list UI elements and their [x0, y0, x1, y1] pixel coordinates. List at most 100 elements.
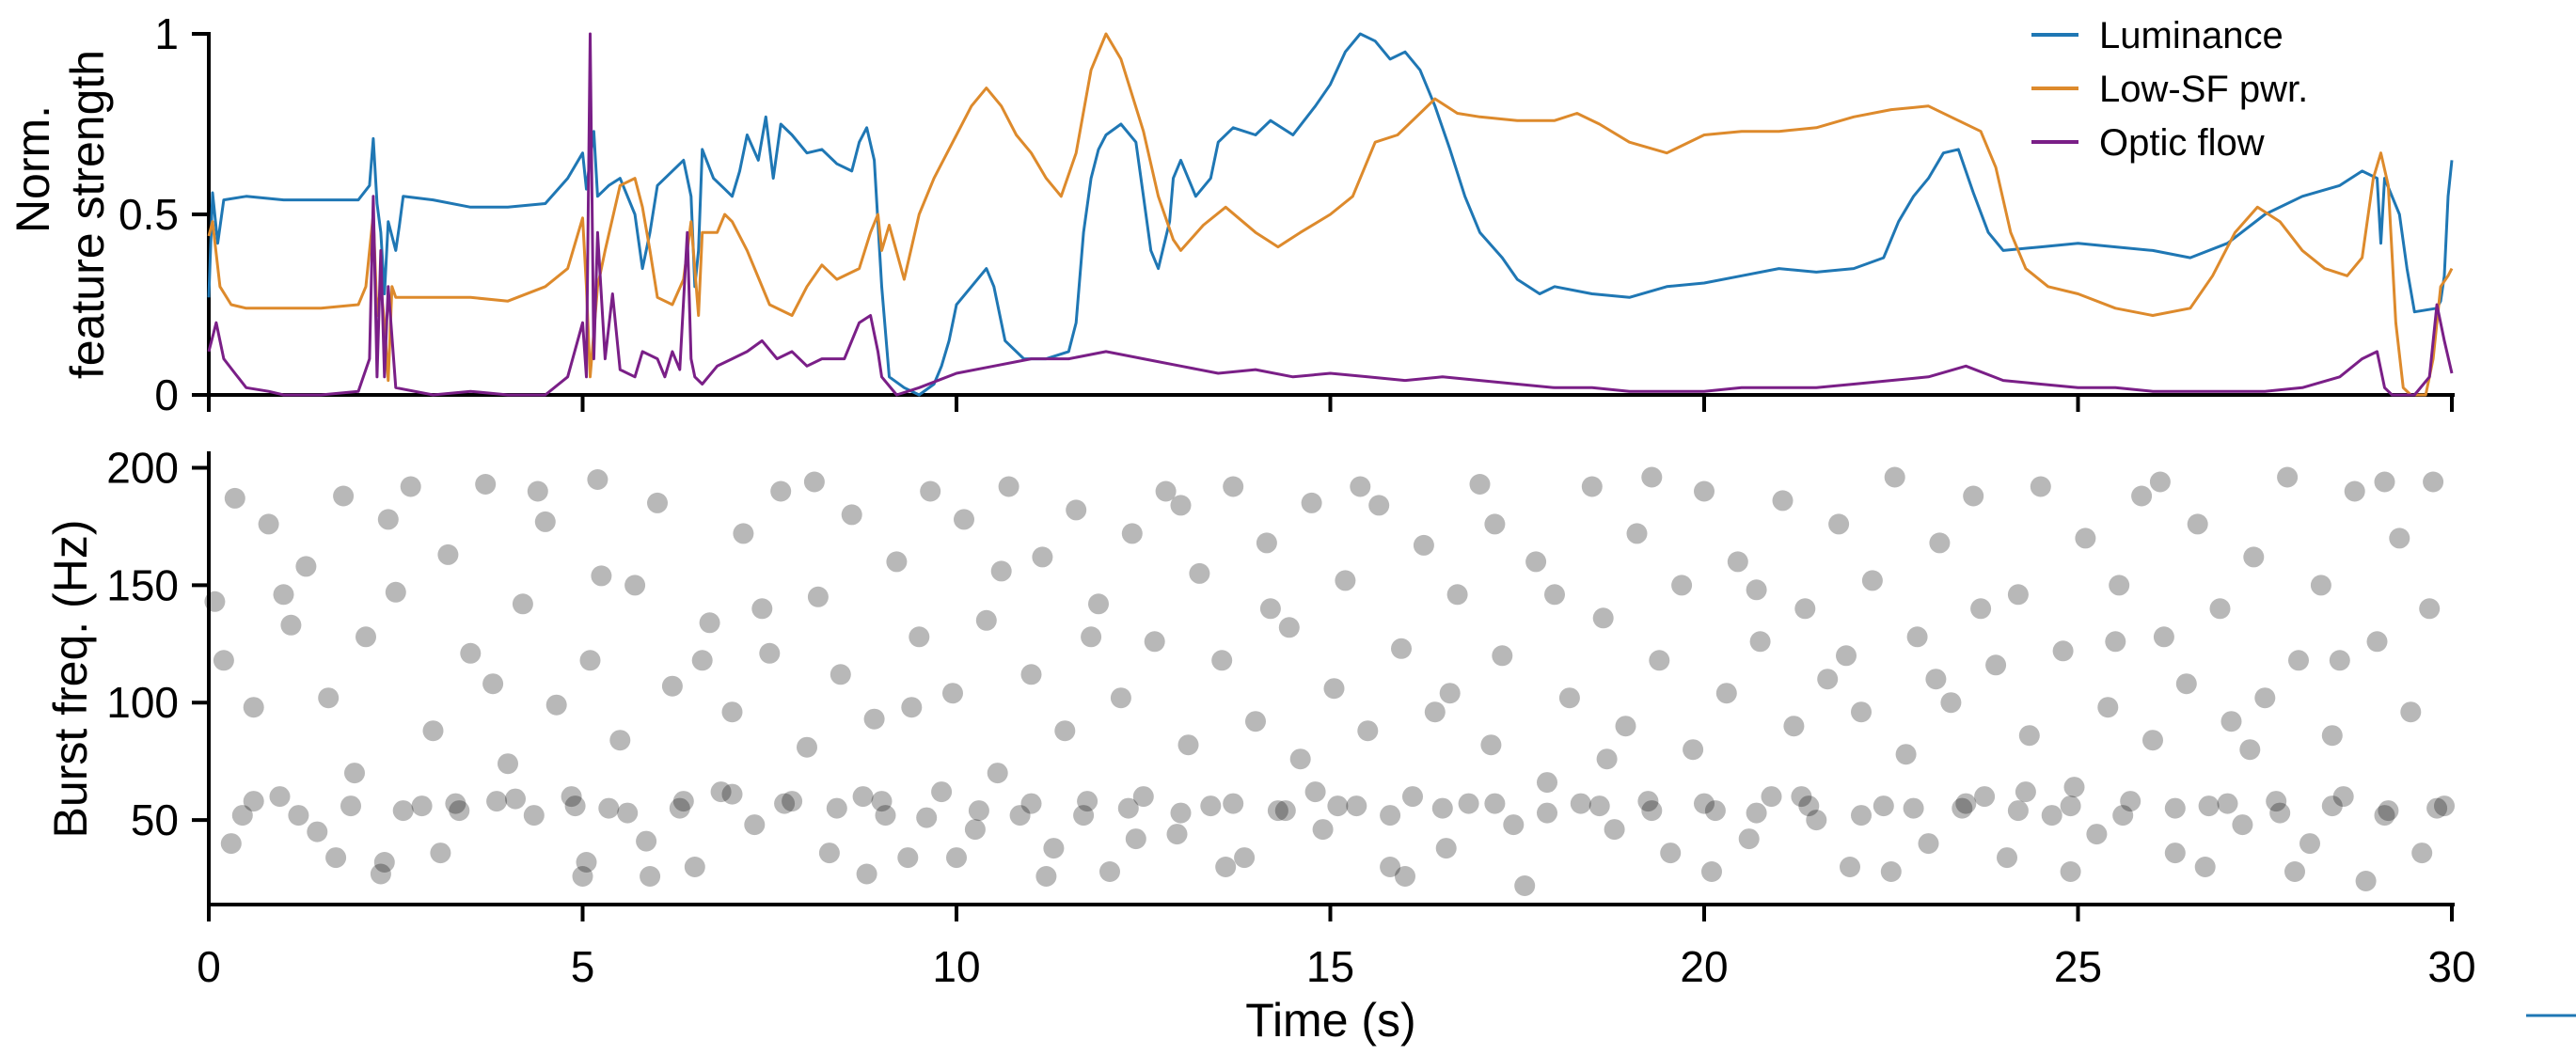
scatter-point	[377, 509, 399, 530]
scatter-point	[886, 551, 908, 573]
scatter-point	[946, 847, 967, 869]
scatter-point	[482, 673, 504, 695]
scatter-point	[1985, 654, 2007, 676]
scatter-point	[1641, 800, 1663, 822]
scatter-point	[661, 675, 683, 697]
scatter-point	[2086, 824, 2108, 845]
scatter-point	[1391, 638, 1412, 659]
scatter-point	[2063, 777, 2085, 798]
scatter-point	[1215, 857, 1237, 877]
scatter-point	[1035, 866, 1057, 887]
scatter-point	[1323, 678, 1345, 700]
bottom-y-tick-label: 50	[131, 795, 179, 844]
scatter-point	[2344, 480, 2365, 502]
scatter-point	[318, 687, 340, 709]
scatter-point	[1110, 687, 1131, 709]
scatter-point	[1073, 805, 1095, 827]
scatter-point	[1170, 495, 1192, 516]
scatter-point	[1304, 781, 1326, 803]
scatter-point	[672, 791, 694, 812]
scatter-point	[1828, 513, 1850, 535]
scatter-point	[325, 847, 347, 869]
bottom-y-tick-label: 150	[106, 560, 179, 609]
scatter-point	[2007, 584, 2029, 606]
scatter-point	[1715, 683, 1737, 704]
scatter-point	[2266, 791, 2287, 812]
scatter-point	[340, 795, 361, 817]
scatter-point	[1873, 795, 1894, 817]
scatter-point	[307, 821, 328, 842]
scatter-point	[2284, 861, 2305, 882]
scatter-point	[505, 788, 526, 810]
scatter-point	[1043, 838, 1065, 859]
scatter-points	[204, 466, 2455, 896]
scatter-point	[1117, 797, 1139, 819]
top-y-tick-label: 0	[154, 370, 179, 419]
bottom-y-tick-label: 100	[106, 678, 179, 727]
scatter-point	[280, 614, 302, 636]
scatter-point	[1223, 476, 1244, 497]
scatter-point	[1701, 861, 1722, 882]
scatter-point	[1596, 748, 1618, 770]
scatter-point	[1626, 523, 1648, 544]
scatter-point	[1503, 814, 1525, 836]
scatter-point	[2194, 857, 2216, 877]
scatter-point	[1704, 800, 1726, 822]
scatter-point	[1380, 805, 1401, 827]
scatter-point	[818, 842, 840, 864]
scatter-point	[333, 485, 355, 507]
scatter-point	[640, 866, 661, 887]
scatter-point	[1694, 793, 1715, 814]
scatter-point	[990, 560, 1012, 582]
scatter-point	[1077, 791, 1098, 812]
scatter-point	[1121, 523, 1143, 544]
scatter-point	[901, 697, 923, 718]
scatter-point	[2232, 814, 2253, 836]
scatter-point	[1245, 711, 1266, 732]
scatter-point	[2299, 833, 2320, 855]
scatter-point	[430, 842, 451, 864]
scatter-point	[1274, 800, 1296, 822]
scatter-point	[2355, 871, 2377, 891]
scatter-point	[2254, 687, 2276, 709]
top-panel: 00.51 Norm. feature strength	[7, 9, 2455, 419]
scatter-point	[1903, 797, 1924, 819]
scatter-point	[2374, 471, 2395, 493]
scatter-point	[1963, 485, 1984, 507]
scatter-point	[1772, 490, 1794, 512]
scatter-point	[2366, 631, 2388, 653]
legend: Luminance Low-SF pwr. Optic flow	[2031, 15, 2308, 164]
bottom-y-tick-label: 200	[106, 443, 179, 492]
scatter-point	[1125, 828, 1146, 850]
scatter-point	[1484, 513, 1506, 535]
scatter-point	[931, 781, 953, 803]
scatter-point	[2269, 802, 2291, 824]
scatter-point	[1851, 805, 1872, 827]
scatter-point	[875, 805, 896, 827]
scatter-point	[782, 791, 803, 812]
scatter-point	[1177, 734, 1199, 756]
scatter-point	[954, 509, 974, 530]
scatter-point	[1335, 570, 1356, 591]
scatter-point	[2015, 781, 2036, 803]
scatter-point	[2007, 800, 2029, 822]
scatter-point	[669, 797, 690, 819]
scatter-point	[2060, 795, 2081, 817]
scatter-point	[774, 793, 796, 814]
scatter-point	[942, 683, 963, 704]
top-y-tick-label: 1	[154, 9, 179, 58]
scatter-point	[1424, 701, 1446, 723]
scatter-point	[449, 800, 470, 822]
scatter-point	[2075, 528, 2096, 549]
x-tick-label: 10	[932, 942, 980, 991]
scatter-point	[2389, 528, 2410, 549]
scatter-point	[2374, 805, 2395, 827]
scatter-point	[1791, 786, 1812, 808]
scatter-point	[534, 511, 556, 532]
scatter-point	[1480, 734, 1502, 756]
scatter-point	[1537, 802, 1557, 824]
scatter-point	[684, 857, 705, 877]
scatter-point	[1020, 664, 1042, 685]
scatter-point	[1032, 546, 1053, 568]
scatter-point	[2217, 793, 2238, 814]
